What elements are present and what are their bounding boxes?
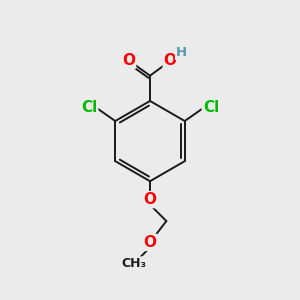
Text: CH₃: CH₃	[121, 257, 146, 270]
Text: O: O	[143, 235, 157, 250]
Text: Cl: Cl	[203, 100, 219, 115]
Text: Cl: Cl	[81, 100, 97, 115]
Text: O: O	[143, 192, 157, 207]
Text: H: H	[176, 46, 187, 59]
Text: O: O	[164, 53, 177, 68]
Text: O: O	[122, 53, 135, 68]
